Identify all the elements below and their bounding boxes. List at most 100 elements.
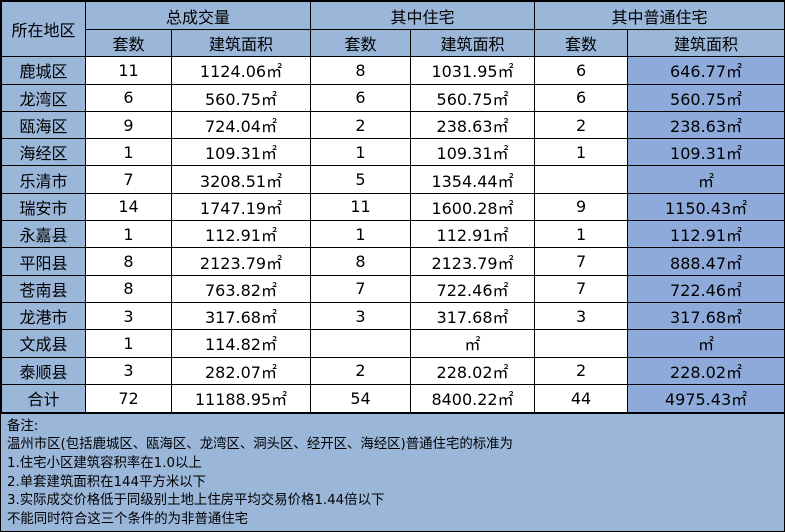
cell-res-area: 1031.95㎡: [410, 56, 536, 85]
cell-res-sets: 8: [310, 247, 412, 276]
cell-res-area: 112.91㎡: [410, 220, 536, 249]
cell-region: 瓯海区: [1, 110, 86, 140]
note-line: 2.单套建筑面积在144平方米以下: [7, 474, 207, 490]
cell-total-area: 317.68㎡: [170, 301, 312, 331]
cell-region: 海经区: [1, 138, 86, 167]
cell-total-area: 109.31㎡: [170, 138, 312, 167]
total-row: 合计 72 11188.95㎡ 54 8400.22㎡ 44 4975.43㎡: [1, 383, 785, 413]
cell-res-sets: 1: [310, 220, 412, 249]
cell-total-area: 2123.79㎡: [170, 247, 312, 276]
note-line: 不能同时符合这三个条件的为非普通住宅: [7, 511, 249, 527]
cell-res-sets: 3: [310, 301, 412, 331]
cell-total-area: 3208.51㎡: [170, 165, 312, 194]
cell-ord-sets: 6: [534, 83, 629, 112]
table-row: 瓯海区 9 724.04㎡ 2 238.63㎡ 2 238.63㎡: [1, 110, 785, 140]
cell-ord-sets: [534, 329, 629, 358]
note-line: 3.实际成交价格低于同级别土地上住房平均交易价格1.44倍以下: [7, 493, 385, 509]
table-row: 泰顺县 3 282.07㎡ 2 228.02㎡ 2 228.02㎡: [1, 356, 785, 385]
cell-ord-area: 722.46㎡: [627, 274, 785, 303]
cell-region: 瑞安市: [1, 192, 86, 222]
cell-total-sets: 7: [85, 165, 172, 194]
cell-total-sets: 6: [85, 83, 172, 112]
cell-res-area: 228.02㎡: [410, 356, 536, 385]
total-header: 总成交量: [84, 1, 312, 30]
table-row: 文成县 1 114.82㎡ ㎡ ㎡: [1, 329, 785, 358]
cell-region: 乐清市: [1, 165, 86, 194]
cell-ord-area: 112.91㎡: [627, 220, 785, 249]
cell-ord-area: ㎡: [627, 329, 785, 358]
total-area-header: 建筑面积: [170, 28, 312, 58]
cell-ord-sets: 2: [534, 110, 629, 140]
cell-total-area: 1124.06㎡: [170, 56, 312, 85]
cell-total-area: 763.82㎡: [170, 274, 312, 303]
header-row-1: 所在地区 总成交量 其中住宅 其中普通住宅: [1, 0, 785, 58]
cell-ord-sets: 9: [534, 192, 629, 222]
table-row: 龙湾区 6 560.75㎡ 6 560.75㎡ 6 560.75㎡: [1, 83, 785, 112]
cell-res-sets: 1: [310, 138, 412, 167]
table-row: 瑞安市 14 1747.19㎡ 11 1600.28㎡ 9 1150.43㎡: [1, 192, 785, 222]
header-row-2: 套数 建筑面积 套数 建筑面积 套数 建筑面积: [2, 28, 785, 58]
total-sets-header: 套数: [85, 28, 172, 58]
note-line: 1.住宅小区建筑容积率在1.0以上: [7, 456, 202, 472]
cell-total-area: 560.75㎡: [170, 83, 312, 112]
cell-ord-area: ㎡: [627, 165, 785, 194]
cell-total-sets: 3: [85, 301, 172, 331]
cell-ord-area: 1150.43㎡: [627, 192, 785, 222]
table-row: 乐清市 7 3208.51㎡ 5 1354.44㎡ ㎡: [1, 165, 785, 194]
note-line: 备注:: [7, 418, 39, 434]
cell-ord-area: 228.02㎡: [627, 356, 785, 385]
cell-region: 鹿城区: [1, 56, 86, 85]
residential-header: 其中住宅: [310, 1, 536, 30]
housing-sales-table: 所在地区 总成交量 其中住宅 其中普通住宅 套数 建筑面积 套数 建筑面积 套数…: [1, 0, 785, 413]
cell-total-sets: 1: [85, 220, 172, 249]
total-region: 合计: [1, 383, 86, 413]
cell-total-sets: 8: [85, 247, 172, 276]
cell-ord-sets: [534, 165, 629, 194]
table-row: 龙港市 3 317.68㎡ 3 317.68㎡ 3 317.68㎡: [1, 301, 785, 331]
cell-res-area: ㎡: [410, 329, 536, 358]
cell-region: 平阳县: [1, 247, 86, 276]
cell-res-area: 560.75㎡: [410, 83, 536, 112]
cell-total-area: 112.91㎡: [170, 220, 312, 249]
cell-region: 苍南县: [1, 274, 86, 303]
cell-region: 泰顺县: [1, 356, 86, 385]
cell-region: 永嘉县: [1, 220, 86, 249]
cell-ord-sets: 7: [534, 274, 629, 303]
cell-res-sets: 2: [310, 356, 412, 385]
total-ord-area: 4975.43㎡: [627, 383, 785, 413]
cell-ord-sets: 3: [534, 301, 629, 331]
res-sets-header: 套数: [310, 28, 412, 58]
cell-total-sets: 1: [85, 138, 172, 167]
cell-res-area: 238.63㎡: [410, 110, 536, 140]
cell-ord-area: 238.63㎡: [627, 110, 785, 140]
ord-sets-header: 套数: [534, 28, 629, 58]
cell-ord-sets: 2: [534, 356, 629, 385]
cell-region: 龙港市: [1, 301, 86, 331]
cell-total-sets: 9: [85, 110, 172, 140]
total-total-area: 11188.95㎡: [170, 383, 312, 413]
cell-res-sets: 7: [310, 274, 412, 303]
cell-res-sets: 11: [310, 192, 412, 222]
cell-ord-area: 109.31㎡: [627, 138, 785, 167]
table-row: 海经区 1 109.31㎡ 1 109.31㎡ 1 109.31㎡: [1, 138, 785, 167]
cell-res-area: 1354.44㎡: [410, 165, 536, 194]
cell-ord-area: 888.47㎡: [627, 247, 785, 276]
table-row: 永嘉县 1 112.91㎡ 1 112.91㎡ 1 112.91㎡: [1, 220, 785, 249]
note-line: 温州市区(包括鹿城区、瓯海区、龙湾区、洞头区、经开区、海经区)普通住宅的标准为: [7, 437, 513, 453]
cell-res-area: 317.68㎡: [410, 301, 536, 331]
total-res-sets: 54: [310, 383, 412, 413]
total-ord-sets: 44: [534, 383, 629, 413]
cell-res-sets: 2: [310, 110, 412, 140]
cell-total-sets: 8: [85, 274, 172, 303]
table-row: 苍南县 8 763.82㎡ 7 722.46㎡ 7 722.46㎡: [1, 274, 785, 303]
cell-total-area: 114.82㎡: [170, 329, 312, 358]
cell-ord-area: 646.77㎡: [627, 56, 785, 85]
cell-ord-sets: 6: [534, 56, 629, 85]
total-res-area: 8400.22㎡: [410, 383, 536, 413]
cell-ord-sets: 7: [534, 247, 629, 276]
table-row: 平阳县 8 2123.79㎡ 8 2123.79㎡ 7 888.47㎡: [1, 247, 785, 276]
cell-res-area: 109.31㎡: [410, 138, 536, 167]
cell-region: 龙湾区: [1, 83, 86, 112]
cell-region: 文成县: [1, 329, 86, 358]
